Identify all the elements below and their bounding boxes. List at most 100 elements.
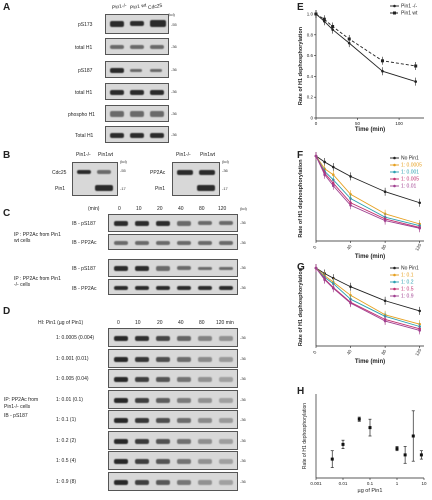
- data-point: [418, 201, 421, 205]
- y-tick-label: 0.4: [307, 74, 314, 79]
- x-tick-label: 40: [346, 243, 353, 250]
- panel-c-marker-3: -36: [240, 265, 246, 270]
- blot-c-3: [108, 259, 238, 277]
- panel-c-row-4: IB - PP2Ac: [72, 286, 97, 292]
- panel-a-unit: (kd): [168, 12, 175, 17]
- y-tick-label: 0.6: [307, 53, 314, 58]
- panel-c-row-3: IB - pS187: [72, 266, 96, 272]
- panel-c-time-1: 10: [136, 206, 142, 212]
- panel-c-unit: (kd): [240, 206, 247, 211]
- panel-a-marker-3: -36: [171, 67, 177, 72]
- x-tick-label: 0: [315, 121, 318, 126]
- panel-b-right-unit: (kd): [222, 159, 229, 164]
- legend-marker: [393, 280, 396, 284]
- panel-a-marker-4: -36: [171, 89, 177, 94]
- blot-d-3: [108, 369, 238, 388]
- legend-label: 1: 0.2: [401, 280, 414, 286]
- data-point: [383, 219, 387, 222]
- x-tick-label: 0: [312, 244, 318, 249]
- panel-letter-h: H: [297, 386, 305, 397]
- panel-c-time-4: 80: [199, 206, 205, 212]
- y-axis-label: Rate of H1 dephosphorylation: [302, 403, 308, 469]
- series-line-5: [315, 267, 420, 331]
- panel-a-row-3: pS187: [78, 68, 93, 74]
- series-line-2: [315, 13, 416, 67]
- blot-b-left: [72, 162, 118, 196]
- legend-label: Pin1 wt: [401, 11, 418, 17]
- series-line-1: [315, 267, 420, 312]
- y-axis-label: Rate of H1 dephosphorylation: [298, 159, 304, 238]
- legend-marker: [393, 156, 396, 160]
- legend-marker: [393, 294, 396, 298]
- legend-label: No Pin1: [401, 156, 419, 162]
- panel-b-left-marker-1: -55: [120, 168, 126, 173]
- panel-d-ratio-4: 1: 0.01 (0.1): [56, 396, 83, 403]
- data-point: [383, 299, 387, 303]
- legend-label: 1: 0.005: [401, 177, 419, 183]
- x-tick-label: 40: [346, 348, 353, 355]
- legend-label: No Pin1: [401, 266, 419, 272]
- data-point: [323, 173, 326, 176]
- legend-marker: [393, 287, 396, 291]
- data-point: [349, 192, 352, 196]
- legend-label: 1: 0.1: [401, 273, 414, 279]
- panel-a-row-5: phospho H1: [68, 112, 95, 118]
- panel-c-marker-1: -36: [240, 220, 246, 225]
- panel-d-marker-4: -36: [240, 396, 246, 402]
- legend-marker: [393, 273, 396, 277]
- panel-b-right-col-1: Pin1-/-: [176, 152, 191, 158]
- panel-d-time-2: 20: [157, 320, 163, 326]
- data-point: [383, 319, 387, 323]
- y-tick-label: 0: [310, 116, 313, 121]
- blot-d-6: [108, 430, 238, 450]
- x-tick-label: 80: [380, 348, 387, 355]
- blot-a-2: [105, 38, 169, 55]
- data-point: [331, 24, 335, 28]
- panel-d-ratio-5: 1: 0.1 (1): [56, 417, 77, 423]
- panel-b-left-col-1: Pin1-/-: [76, 152, 91, 158]
- data-point: [314, 154, 318, 158]
- panel-letter-f: F: [297, 150, 304, 161]
- blot-c-4: [108, 279, 238, 295]
- panel-a-row-1: pS173: [78, 22, 93, 28]
- legend-label: 1: 0.0005: [401, 163, 422, 169]
- y-tick-label: 1.0: [307, 12, 314, 17]
- x-axis-label: Time (min): [355, 359, 385, 365]
- panel-d-marker-7: -36: [240, 458, 246, 463]
- data-point: [331, 173, 335, 176]
- data-point: [323, 278, 326, 281]
- panel-a-row-4: total H1: [75, 90, 93, 96]
- panel-d-ratio-6: 1: 0.2 (2): [56, 437, 77, 444]
- x-tick-label: 50: [355, 121, 361, 126]
- panel-c-time-3: 40: [178, 206, 184, 212]
- legend-label: 1: 0.5: [401, 287, 414, 293]
- chart-e: 0 0.2 0.4 0.6 0.8 1.0 0 50 100 Time (min) Rate of …: [298, 4, 424, 133]
- panel-c-time-5: 120: [218, 206, 227, 212]
- panel-a-row-2: total H1: [75, 45, 93, 51]
- blot-d-4: [108, 389, 238, 409]
- panel-letter-a: A: [3, 2, 11, 13]
- data-point: [347, 41, 351, 45]
- panel-c-time-label: (min): [88, 206, 100, 212]
- data-point: [414, 80, 417, 83]
- blot-d-2: [108, 348, 238, 368]
- legend-marker: [393, 266, 396, 270]
- x-tick-label: 120: [414, 347, 422, 356]
- data-point-4: [368, 426, 372, 430]
- x-axis-label: Time (min): [355, 254, 385, 260]
- panel-a-row-6: Total H1: [75, 133, 94, 139]
- data-point: [380, 59, 384, 63]
- data-point: [349, 301, 352, 305]
- panel-d-time-4: 80: [199, 320, 205, 326]
- panel-d-side-1: IP: PP2Ac from: [4, 397, 39, 403]
- panel-b-right-col-2: Pin1wt: [200, 152, 216, 158]
- data-point: [418, 226, 421, 230]
- data-point: [347, 37, 351, 41]
- panel-d-ratio-8: 1: 0.9 (8): [56, 478, 77, 485]
- panel-b-left-marker-2: -17: [120, 186, 126, 191]
- panel-b-left-col-2: Pin1wt: [98, 152, 114, 158]
- panel-b-right-row-1: PP2Ac: [150, 170, 166, 176]
- data-point: [349, 285, 352, 289]
- panel-d-ratio-2: 1: 0.001 (0.01): [56, 355, 89, 362]
- blot-a-6: [105, 126, 169, 143]
